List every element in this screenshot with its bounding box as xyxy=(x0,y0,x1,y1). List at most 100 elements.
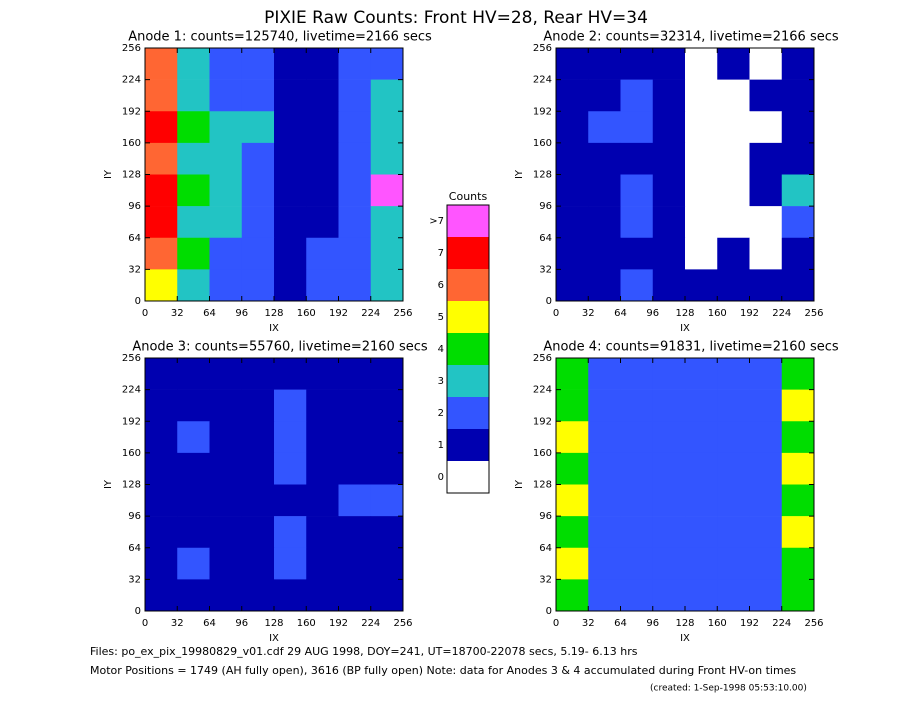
heatmap-cell xyxy=(556,547,589,580)
heatmap-cell xyxy=(177,111,210,144)
x-axis-label: IX xyxy=(269,323,279,334)
heatmap-cell xyxy=(781,484,815,517)
heatmap-cell xyxy=(274,79,307,112)
heatmap-cell xyxy=(620,79,654,112)
heatmap-cell xyxy=(652,547,686,580)
y-tick-label: 64 xyxy=(539,543,552,554)
heatmap-cell xyxy=(370,142,404,175)
x-axis-label: IX xyxy=(680,633,690,644)
heatmap-cell xyxy=(588,174,621,207)
heatmap-cell xyxy=(556,237,589,270)
heatmap-cell xyxy=(209,516,243,549)
y-tick-label: 64 xyxy=(128,233,141,244)
heatmap-cell xyxy=(556,452,589,485)
heatmap-cell xyxy=(620,269,654,302)
heatmap-cell xyxy=(781,111,815,144)
y-tick-label: 32 xyxy=(128,574,141,585)
heatmap-cell xyxy=(652,516,686,549)
legend-swatch xyxy=(447,237,489,269)
x-tick-label: 96 xyxy=(646,308,659,319)
heatmap-cell xyxy=(685,269,718,302)
heatmap-cell xyxy=(781,421,815,454)
heatmap-cell xyxy=(209,269,243,302)
heatmap-cell xyxy=(556,206,589,239)
heatmap-cell xyxy=(145,579,178,612)
heatmap-cell xyxy=(556,111,589,144)
y-tick-label: 224 xyxy=(122,385,141,396)
heatmap-cell xyxy=(370,206,404,239)
heatmap-cell xyxy=(209,174,243,207)
heatmap-cell xyxy=(556,484,589,517)
y-axis-label: IY xyxy=(514,479,525,489)
heatmap-cell xyxy=(685,516,718,549)
heatmap-cell xyxy=(370,516,404,549)
heatmap-cell xyxy=(338,547,372,580)
heatmap-cell xyxy=(338,579,372,612)
x-tick-label: 224 xyxy=(361,308,380,319)
heatmap-cell xyxy=(338,269,372,302)
heatmap-cell xyxy=(781,358,815,390)
heatmap-cell xyxy=(209,79,243,112)
y-tick-label: 192 xyxy=(533,106,552,117)
y-tick-label: 128 xyxy=(533,170,552,181)
heatmap-cell xyxy=(274,421,307,454)
heatmap-cell xyxy=(620,484,654,517)
heatmap-cell xyxy=(556,142,589,175)
heatmap-cell xyxy=(274,452,307,485)
x-tick-label: 128 xyxy=(675,308,694,319)
heatmap-cell xyxy=(177,269,210,302)
heatmap-cell xyxy=(717,452,750,485)
heatmap-cell xyxy=(556,389,589,422)
heatmap-cell xyxy=(620,579,654,612)
y-tick-label: 128 xyxy=(122,480,141,491)
heatmap-cell xyxy=(749,269,783,302)
heatmap-cell xyxy=(241,111,275,144)
x-tick-label: 0 xyxy=(142,618,148,629)
y-tick-label: 96 xyxy=(539,201,552,212)
heatmap-cell xyxy=(685,547,718,580)
heatmap-cell xyxy=(620,389,654,422)
heatmap-cell xyxy=(177,237,210,270)
x-tick-label: 96 xyxy=(235,618,248,629)
heatmap-cell xyxy=(588,111,621,144)
x-tick-label: 224 xyxy=(361,618,380,629)
heatmap-cell xyxy=(145,484,178,517)
heatmap-cell xyxy=(556,174,589,207)
heatmap-cell xyxy=(652,206,686,239)
heatmap-cell xyxy=(274,389,307,422)
heatmap-cell xyxy=(370,389,404,422)
heatmap-cell xyxy=(145,389,178,422)
heatmap-cell xyxy=(145,174,178,207)
heatmap-cell xyxy=(685,389,718,422)
heatmap-cell xyxy=(685,174,718,207)
x-tick-label: 256 xyxy=(393,618,412,629)
heatmap-cell xyxy=(717,111,750,144)
x-tick-label: 256 xyxy=(804,308,823,319)
heatmap-cell xyxy=(717,237,750,270)
heatmap-cell xyxy=(652,111,686,144)
heatmap-cell xyxy=(620,452,654,485)
heatmap-cell xyxy=(241,48,275,80)
heatmap-cell xyxy=(306,269,339,302)
note: Motor Positions = 1749 (AH fully open), … xyxy=(90,664,796,677)
heatmap-cell xyxy=(685,142,718,175)
x-tick-label: 32 xyxy=(582,618,595,629)
heatmap-cell xyxy=(241,174,275,207)
heatmap-cell xyxy=(652,421,686,454)
heatmap-cell xyxy=(620,111,654,144)
heatmap-cell xyxy=(717,174,750,207)
y-tick-label: 0 xyxy=(135,606,141,617)
heatmap-cell xyxy=(717,547,750,580)
heatmap-cell xyxy=(241,389,275,422)
heatmap-cell xyxy=(338,484,372,517)
x-tick-label: 128 xyxy=(264,618,283,629)
heatmap-cell xyxy=(145,237,178,270)
heatmap-cell xyxy=(620,48,654,80)
heatmap-cell xyxy=(306,48,339,80)
heatmap-cell xyxy=(338,389,372,422)
heatmap-cell xyxy=(370,237,404,270)
heatmap-cell xyxy=(370,79,404,112)
heatmap-cell xyxy=(781,174,815,207)
heatmap-cell xyxy=(370,547,404,580)
